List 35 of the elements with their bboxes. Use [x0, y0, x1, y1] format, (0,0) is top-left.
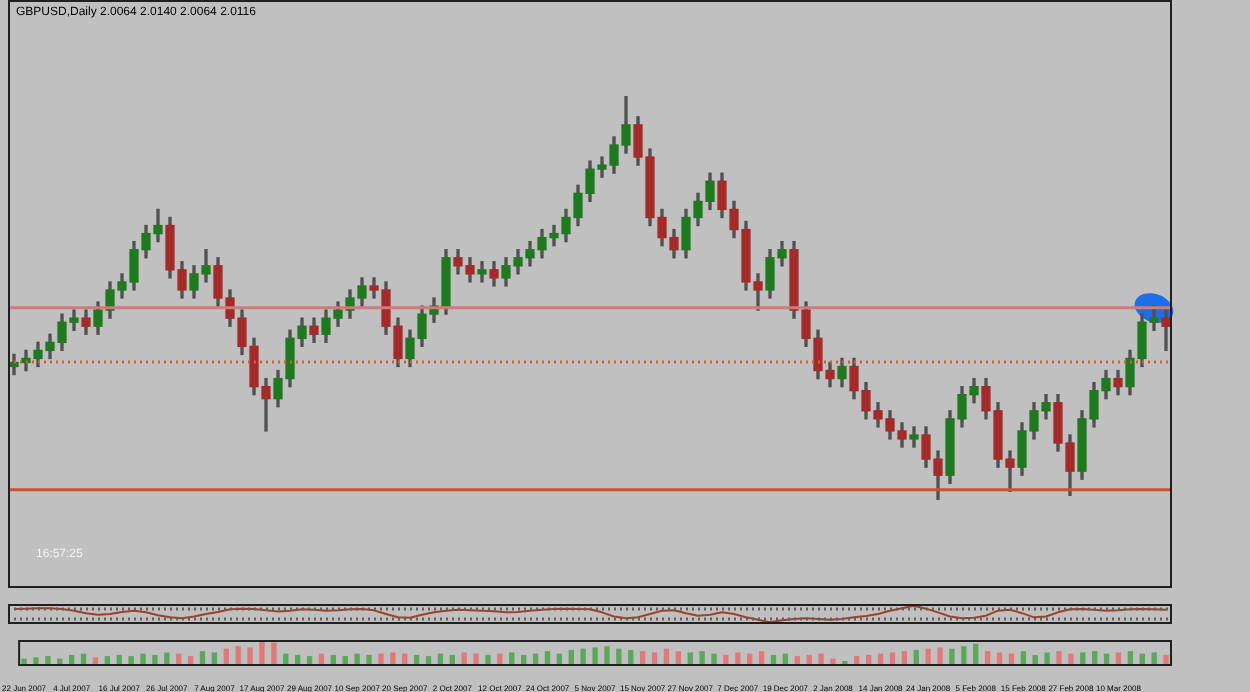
bar	[1163, 654, 1169, 666]
bar	[580, 648, 586, 666]
bar	[1151, 652, 1157, 666]
bar	[485, 654, 491, 666]
bar	[711, 653, 717, 666]
bar	[247, 647, 253, 666]
bar	[390, 652, 396, 666]
bar	[604, 646, 610, 666]
bar	[592, 647, 598, 666]
bar	[1056, 651, 1062, 666]
bar	[1068, 653, 1074, 666]
candlestick	[909, 426, 919, 448]
bar	[616, 648, 622, 666]
bar	[128, 656, 134, 666]
bar	[473, 653, 479, 666]
bar	[723, 654, 729, 666]
bar	[699, 651, 705, 666]
candlestick	[1161, 309, 1171, 352]
bar	[354, 653, 360, 666]
bar	[818, 653, 824, 666]
bar	[949, 648, 955, 666]
bar	[961, 646, 967, 666]
bar	[366, 654, 372, 666]
bar	[152, 654, 158, 666]
bar	[271, 642, 277, 666]
bar	[33, 657, 39, 666]
bar	[497, 653, 503, 666]
bar	[259, 641, 265, 666]
bar	[1044, 652, 1050, 666]
bar	[45, 656, 51, 666]
bar	[378, 653, 384, 666]
candlestick	[477, 261, 487, 283]
bar	[140, 653, 146, 666]
bar	[925, 648, 931, 666]
bar	[937, 647, 943, 666]
